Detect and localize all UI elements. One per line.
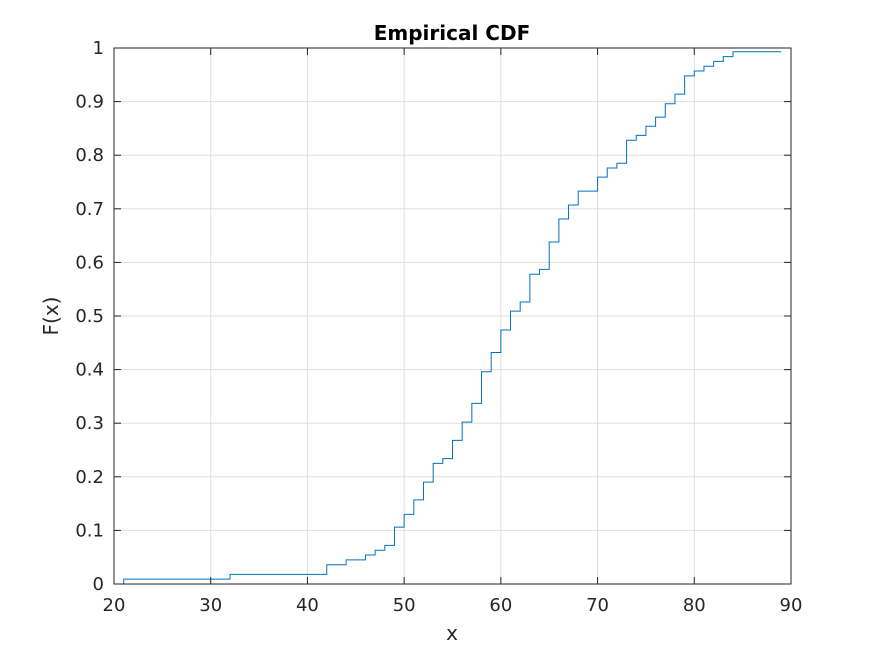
y-tick-label: 0.5 <box>75 306 104 327</box>
x-tick-label: 70 <box>586 595 609 616</box>
x-tick-label: 60 <box>489 595 512 616</box>
y-tick-label: 0.8 <box>75 145 104 166</box>
x-tick-label: 50 <box>393 595 416 616</box>
y-tick-label: 0.4 <box>75 360 104 381</box>
x-tick-label: 80 <box>683 595 706 616</box>
y-tick-label: 0 <box>93 574 104 595</box>
x-tick-label: 20 <box>103 595 126 616</box>
x-tick-labels: 20 30 40 50 60 70 80 90 <box>103 595 803 616</box>
y-tick-labels: 0 0.1 0.2 0.3 0.4 0.5 0.6 0.7 0.8 0.9 1 <box>75 38 104 595</box>
y-tick-label: 0.9 <box>75 92 104 113</box>
y-tick-label: 0.3 <box>75 413 104 434</box>
chart-title: Empirical CDF <box>374 21 531 45</box>
y-tick-label: 0.1 <box>75 520 104 541</box>
ecdf-step-line <box>123 51 782 584</box>
tick-marks <box>113 47 792 585</box>
series-layer <box>123 51 782 584</box>
x-tick-label: 90 <box>780 595 803 616</box>
y-tick-label: 0.7 <box>75 199 104 220</box>
y-tick-label: 0.2 <box>75 467 104 488</box>
x-axis-label: x <box>446 621 458 645</box>
x-tick-label: 40 <box>296 595 319 616</box>
y-axis-label: F(x) <box>39 297 63 336</box>
y-tick-label: 0.6 <box>75 252 104 273</box>
x-tick-label: 30 <box>199 595 222 616</box>
y-tick-label: 1 <box>93 38 104 59</box>
